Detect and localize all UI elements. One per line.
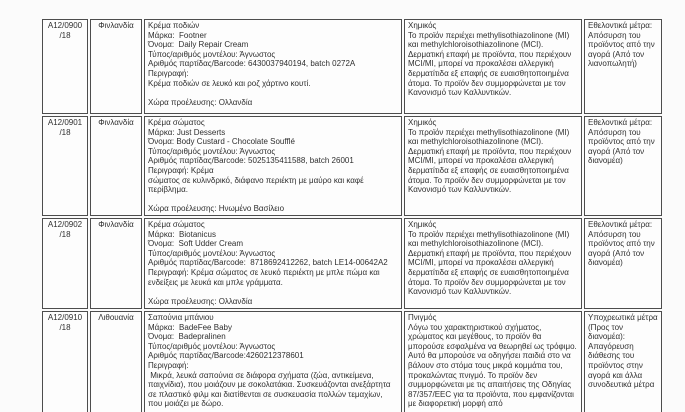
alert-id-cell: A12/0900 /18 xyxy=(42,19,88,114)
measures-cell: Εθελοντικά μέτρα: Απόσυρση του προϊόντος… xyxy=(584,19,662,114)
product-cell: Κρέμα σώματος Μάρκα: Just Desserts Όνομα… xyxy=(144,116,402,216)
table-row: A12/0910 /18 Λιθουανία Σαπούνια μπάνιου … xyxy=(42,310,662,412)
country-cell: Λιθουανία xyxy=(90,310,142,412)
alert-id-cell: A12/0910 /18 xyxy=(42,310,88,412)
country-cell: Φινλανδία xyxy=(90,116,142,216)
measures-cell: Υποχρεωτικά μέτρα (Προς τον διανομέα): Α… xyxy=(584,310,662,412)
product-cell: Σαπούνια μπάνιου Μάρκα: BadeFee Baby Όνο… xyxy=(144,310,402,412)
measures-cell: Εθελοντικά μέτρα: Απόσυρση του προϊόντος… xyxy=(584,116,662,216)
measures-cell: Εθελοντικά μέτρα: Απόσυρση του προϊόντος… xyxy=(584,217,662,309)
alerts-table: A12/0900 /18 Φινλανδία Κρέμα ποδιών Μάρκ… xyxy=(40,17,664,412)
product-cell: Κρέμα ποδιών Μάρκα: Footner Όνομα: Daily… xyxy=(144,19,402,114)
country-cell: Φινλανδία xyxy=(90,217,142,309)
table-row: A12/0901 /18 Φινλανδία Κρέμα σώματος Μάρ… xyxy=(42,116,662,216)
alert-id-cell: A12/0901 /18 xyxy=(42,116,88,216)
risk-cell: Χημικός Το προϊόν περιέχει methylisothia… xyxy=(404,19,582,114)
table-row: A12/0902 /18 Φινλανδία Κρέμα σώματος Μάρ… xyxy=(42,217,662,309)
risk-cell: Χημικός Το προϊόν περιέχει methylisothia… xyxy=(404,116,582,216)
alert-id-cell: A12/0902 /18 xyxy=(42,217,88,309)
table-row: A12/0900 /18 Φινλανδία Κρέμα ποδιών Μάρκ… xyxy=(42,19,662,114)
risk-cell: Χημικός Το προϊόν περιέχει methylisothia… xyxy=(404,217,582,309)
country-cell: Φινλανδία xyxy=(90,19,142,114)
risk-cell: Πνιγμός Λόγω του χαρακτηριστικού σχήματο… xyxy=(404,310,582,412)
product-cell: Κρέμα σώματος Μάρκα: Biotanicus Όνομα: S… xyxy=(144,217,402,309)
